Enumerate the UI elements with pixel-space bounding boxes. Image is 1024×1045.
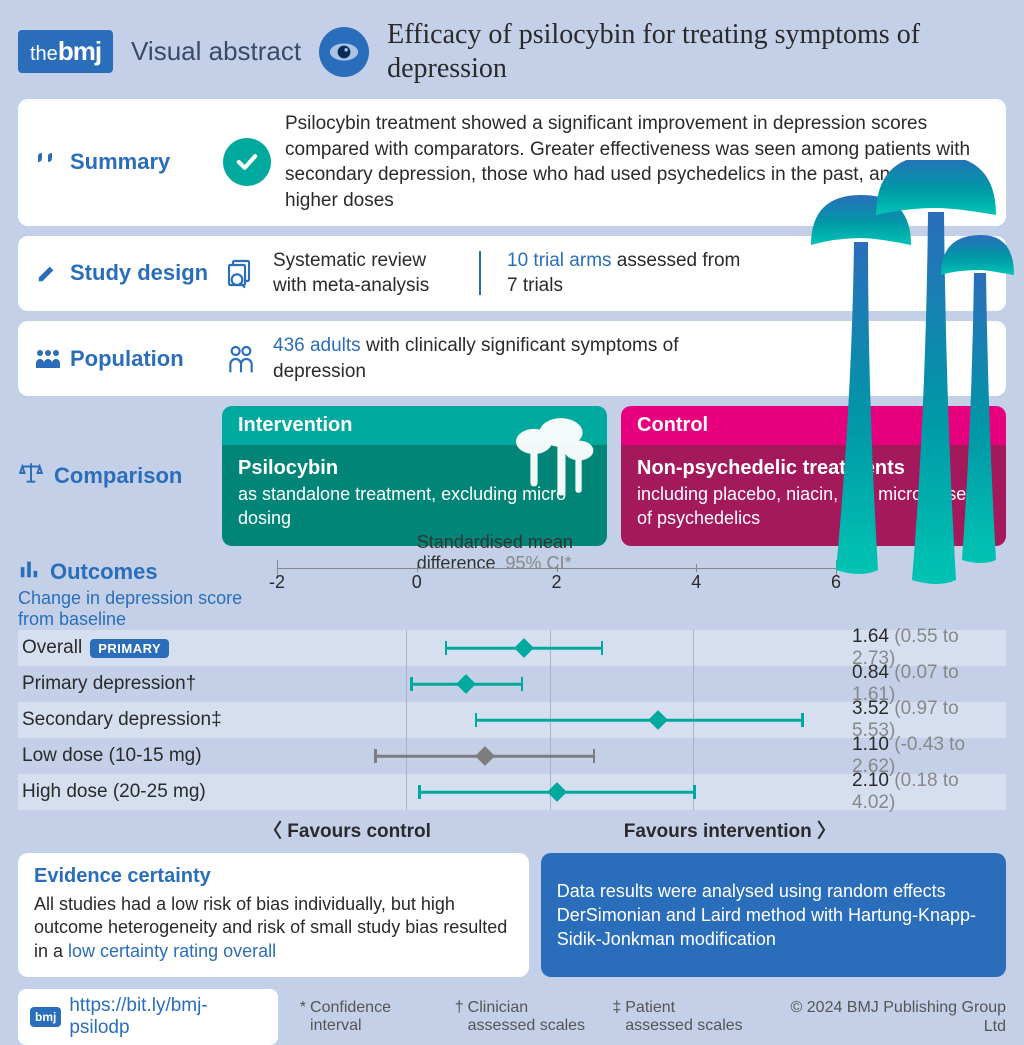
favours-control: 〈 Favours control — [263, 816, 550, 843]
header: thebmj Visual abstract Efficacy of psilo… — [18, 18, 1006, 85]
favours-row: 〈 Favours control Favours intervention 〉 — [263, 816, 836, 843]
forest-axis: Standardised mean difference 95% CI* -20… — [277, 558, 836, 594]
mushroom-small-icon — [507, 414, 597, 514]
people-outline-icon — [223, 343, 259, 375]
bottom-boxes: Evidence certainty All studies had a low… — [18, 853, 1006, 977]
outcomes-label: Outcomes — [18, 558, 263, 586]
summary-text: Psilocybin treatment showed a significan… — [285, 111, 990, 214]
bmj-logo: thebmj — [18, 30, 113, 73]
link-box[interactable]: bmj https://bit.ly/bmj-psilodp — [18, 989, 278, 1045]
scales-icon — [18, 460, 44, 492]
divider — [479, 251, 481, 295]
study-design-left: Systematic review with meta-analysis — [273, 248, 453, 299]
documents-icon — [223, 257, 259, 289]
control-box: Control Non-psychedelic treatments inclu… — [621, 406, 1006, 546]
copyright: © 2024 BMJ Publishing Group Ltd — [766, 998, 1006, 1036]
edit-icon — [34, 262, 60, 284]
comparison-label: Comparison — [18, 406, 208, 546]
footnote: *Confidence interval — [300, 999, 429, 1036]
study-design-right: 10 trial arms assessed from 7 trials — [507, 248, 756, 299]
summary-label: Summary — [34, 149, 209, 175]
favours-intervention: Favours intervention 〉 — [550, 816, 837, 843]
logo-bmj: bmj — [58, 36, 101, 67]
method-box: Data results were analysed using random … — [541, 853, 1006, 977]
quote-icon — [34, 150, 60, 174]
comparison-row: Comparison Intervention Psilocybin as st… — [18, 406, 1006, 546]
footer: bmj https://bit.ly/bmj-psilodp *Confiden… — [18, 989, 1006, 1045]
evidence-box: Evidence certainty All studies had a low… — [18, 853, 529, 977]
bmj-mini-icon: bmj — [30, 1007, 61, 1027]
people-icon — [34, 348, 60, 370]
population-panel: Population 436 adults with clinically si… — [18, 321, 1006, 396]
control-body: Non-psychedelic treatments including pla… — [621, 445, 1006, 546]
study-design-panel: Study design Systematic review with meta… — [18, 236, 1006, 311]
population-text: 436 adults with clinically significant s… — [273, 333, 756, 384]
outcomes-sublabel: Change in depression score from baseline — [18, 588, 263, 630]
forest-row: Low dose (10-15 mg)1.10 (-0.43 to 2.62) — [18, 738, 1006, 774]
eye-icon — [319, 27, 369, 77]
evidence-head: Evidence certainty — [34, 863, 513, 889]
population-label: Population — [34, 346, 209, 372]
control-head: Control — [621, 406, 1006, 445]
visual-abstract-label: Visual abstract — [131, 36, 301, 67]
study-design-label: Study design — [34, 260, 209, 286]
primary-badge: PRIMARY — [90, 639, 169, 658]
forest-plot: OverallPRIMARY1.64 (0.55 to 2.73)Primary… — [18, 630, 1006, 810]
forest-row: High dose (20-25 mg)2.10 (0.18 to 4.02) — [18, 774, 1006, 810]
short-link: https://bit.ly/bmj-psilodp — [69, 995, 265, 1039]
bars-icon — [18, 558, 40, 586]
check-icon — [223, 138, 271, 186]
logo-the: the — [30, 43, 58, 66]
forest-row: Primary depression†0.84 (0.07 to 1.61) — [18, 666, 1006, 702]
forest-row: Secondary depression‡3.52 (0.97 to 5.53) — [18, 702, 1006, 738]
outcomes-section: Outcomes Change in depression score from… — [18, 558, 1006, 843]
forest-row: OverallPRIMARY1.64 (0.55 to 2.73) — [18, 630, 1006, 666]
evidence-highlight: low certainty rating overall — [68, 941, 276, 961]
intervention-box: Intervention Psilocybin as standalone tr… — [222, 406, 607, 546]
page-title: Efficacy of psilocybin for treating symp… — [387, 18, 1006, 85]
footnote: †Clinician assessed scales — [455, 999, 587, 1036]
footnote: ‡Patient assessed scales — [612, 999, 744, 1036]
summary-panel: Summary Psilocybin treatment showed a si… — [18, 99, 1006, 226]
